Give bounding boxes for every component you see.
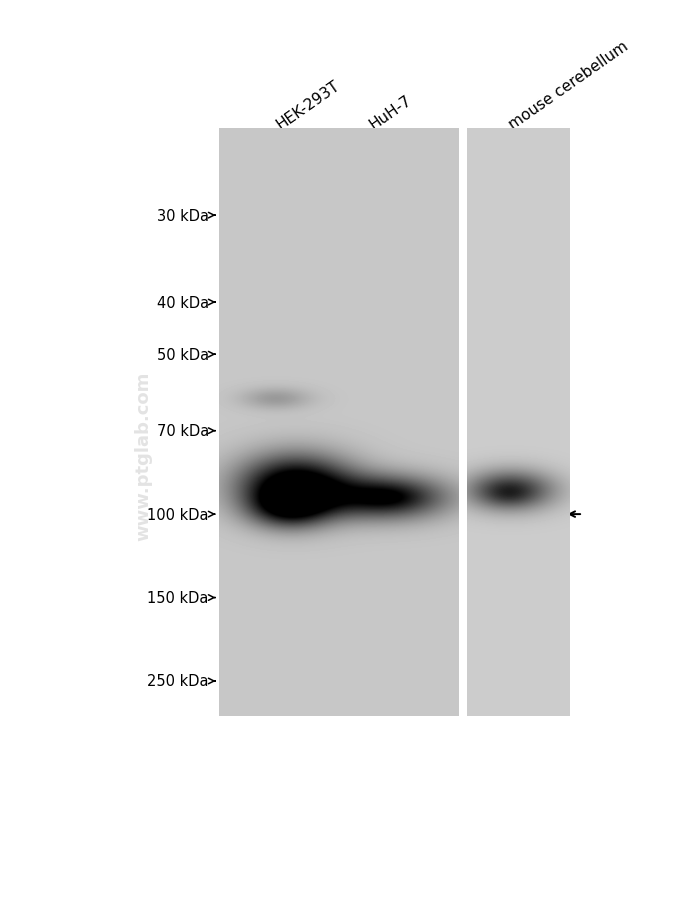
Text: 50 kDa: 50 kDa [156, 347, 209, 363]
Text: 40 kDa: 40 kDa [156, 295, 209, 310]
Text: 250 kDa: 250 kDa [148, 674, 209, 689]
Text: mouse cerebellum: mouse cerebellum [506, 39, 631, 133]
Text: HuH-7: HuH-7 [367, 93, 414, 133]
Text: www.ptglab.com: www.ptglab.com [134, 371, 152, 540]
Text: 100 kDa: 100 kDa [148, 507, 209, 522]
Text: 30 kDa: 30 kDa [157, 208, 209, 224]
Text: 150 kDa: 150 kDa [148, 591, 209, 605]
Text: 70 kDa: 70 kDa [156, 424, 209, 438]
Text: HEK-293T: HEK-293T [274, 78, 343, 133]
